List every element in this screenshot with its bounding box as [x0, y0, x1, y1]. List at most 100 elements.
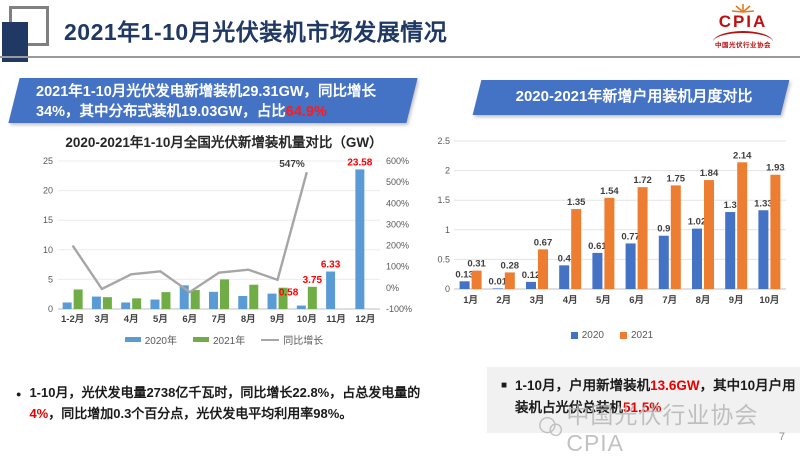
left-axis-tick: 25 — [43, 156, 53, 166]
household-chart-plot: 0 0.5 1 1.5 2 2.5 0.13 0.01 0.12 0.4 0.61 0.77 0.9 1.… — [437, 136, 786, 306]
value-label: 0.9 — [657, 224, 670, 235]
x-axis-label: 9月 — [729, 295, 744, 306]
right-axis-tick: 100% — [386, 262, 409, 272]
page-title: 2021年1-10月光伏装机市场发展情况 — [64, 19, 448, 45]
value-label: 2.14 — [733, 150, 752, 161]
bar-2020年 — [326, 271, 336, 309]
bar-2021 — [637, 187, 648, 289]
value-label: 1.02 — [688, 217, 707, 228]
x-axis-label: 4月 — [124, 314, 139, 325]
value-label: 1.72 — [633, 175, 652, 186]
x-axis-label: 3月 — [95, 314, 110, 325]
legend-label: 2020年 — [144, 336, 177, 347]
legend-line-swatch — [261, 338, 280, 341]
household-install-chart: 0 0.5 1 1.5 2 2.5 0.13 0.01 0.12 0.4 0.61 0.77 0.9 1.… — [428, 127, 796, 341]
logo-subtitle: 中国光伏行业协会 — [715, 42, 771, 49]
x-axis-label: 10月 — [759, 295, 779, 306]
left-axis-tick: 5 — [48, 274, 53, 284]
logo-arc — [713, 31, 773, 42]
bar-2020年 — [296, 305, 306, 309]
value-label: 1.3 — [724, 200, 737, 211]
yoy-growth-line — [71, 171, 308, 294]
note-text: 1-10月，光伏发电量2738亿千瓦时，同比增长22.8%，占总发电量的 4%，同… — [29, 383, 446, 425]
bar-2020 — [526, 281, 536, 289]
left-axis-tick: 0 — [48, 304, 53, 314]
legend-item: 2021年 — [193, 332, 245, 347]
text-segment: 4% — [29, 405, 49, 421]
x-axis-label: 7月 — [212, 314, 227, 325]
national-install-chart: 2020-2021年1-10月全国光伏新增装机量对比（GW） 0 5 10 15 20 2… — [28, 131, 420, 347]
banner-text: 2021年1-10月光伏发电新增装机29.31GW，同比增长34%，其中分布式装… — [14, 78, 412, 122]
value-label: 0.12 — [522, 270, 541, 281]
bar-2020年 — [238, 295, 248, 309]
bar-2020 — [492, 288, 503, 289]
note-text: 1-10月，户用新增装机13.6GW，其中10月户用装机占光伏总装机51.5% — [515, 375, 800, 427]
bar-2020 — [758, 210, 769, 289]
value-label: 1.35 — [567, 197, 586, 208]
x-axis-label: 8月 — [696, 295, 711, 306]
legend-bar-swatch — [570, 332, 578, 339]
chart-title: 2020-2021年1-10月全国光伏新增装机量对比（GW） — [65, 135, 383, 150]
bar-2021 — [737, 162, 748, 289]
legend-label: 2021年 — [213, 336, 246, 347]
x-axis-label: 8月 — [241, 314, 256, 325]
x-axis-label: 4月 — [563, 295, 578, 306]
right-axis-tick: 400% — [386, 198, 409, 208]
value-label: 0.67 — [534, 237, 553, 248]
y-axis-tick: 2 — [445, 166, 450, 176]
bar-2020 — [658, 235, 669, 289]
bullet-icon: ● — [16, 389, 22, 399]
bar-2021年 — [102, 297, 112, 309]
legend-item: 2020年 — [124, 332, 177, 347]
bar-2020 — [459, 281, 470, 289]
legend-bar-swatch — [124, 337, 141, 342]
bar-2020年 — [150, 299, 160, 309]
x-axis-label: 6月 — [629, 295, 644, 306]
text-segment: 51.5% — [623, 399, 662, 415]
y-axis-tick: 0 — [445, 284, 450, 294]
x-axis-label: 2月 — [496, 295, 511, 306]
y-axis-tick: 0.5 — [437, 254, 450, 264]
national-chart-plot: 0 5 10 15 20 25 -100% 0% 100% 200% 300% 400% 500% 600… — [43, 156, 412, 325]
note-household: ■ 1-10月，户用新增装机13.6GW，其中10月户用装机占光伏总装机51.5… — [487, 367, 800, 433]
value-label: 0.77 — [621, 231, 640, 242]
legend-bar-swatch — [620, 332, 627, 339]
bar-2020年 — [91, 296, 101, 309]
header-divider — [0, 56, 800, 58]
legend-label: 2021 — [631, 330, 654, 341]
page-number: 7 — [778, 431, 785, 443]
bar-2021年 — [73, 289, 83, 309]
x-axis-label: 5月 — [596, 295, 611, 306]
banner-text: 2020-2021年新增户用装机月度对比 — [515, 88, 753, 105]
y-axis-tick: 1.5 — [437, 195, 450, 205]
right-axis-tick: 200% — [386, 241, 409, 251]
bar-2021年 — [249, 284, 259, 309]
cpia-logo: CPIA 中国光伏行业协会 — [704, 3, 782, 50]
legend-label: 2020 — [581, 330, 604, 341]
left-axis-tick: 10 — [43, 245, 53, 255]
value-label: 1.75 — [667, 173, 686, 184]
bar-2020年 — [179, 285, 189, 309]
bar-2020 — [592, 252, 603, 289]
x-axis-label: 3月 — [530, 295, 545, 306]
y-axis-tick: 2.5 — [437, 136, 450, 146]
bar-2020年 — [62, 302, 72, 309]
text-segment: 2021年1-10月光伏发电新增装机29.31GW，同比增长34%，其中分布式装… — [36, 84, 377, 120]
bar-2020年 — [355, 169, 365, 309]
x-axis-label: 11月 — [326, 314, 346, 325]
value-label: 0.31 — [467, 259, 486, 270]
bar-2020 — [725, 212, 736, 289]
data-label: 6.33 — [321, 260, 341, 271]
text-segment: 1-10月，光伏发电量2738亿千瓦时，同比增长22.8%，占总发电量的 — [29, 385, 421, 400]
value-label: 1.84 — [700, 168, 719, 179]
y-axis-tick: 1 — [445, 225, 450, 235]
banner-national-summary: 2021年1-10月光伏发电新增装机29.31GW，同比增长34%，其中分布式装… — [8, 78, 418, 123]
value-label: 0.28 — [501, 260, 520, 271]
x-axis-label: 5月 — [153, 314, 168, 325]
legend-label: 同比增长 — [283, 336, 324, 347]
value-label: 1.33 — [754, 198, 773, 209]
legend-item: 2020 — [570, 330, 604, 341]
bar-2020 — [625, 243, 636, 289]
text-segment: ，其中10月户用装机占光伏总装机 — [515, 378, 796, 415]
x-axis-label: 9月 — [270, 314, 285, 325]
